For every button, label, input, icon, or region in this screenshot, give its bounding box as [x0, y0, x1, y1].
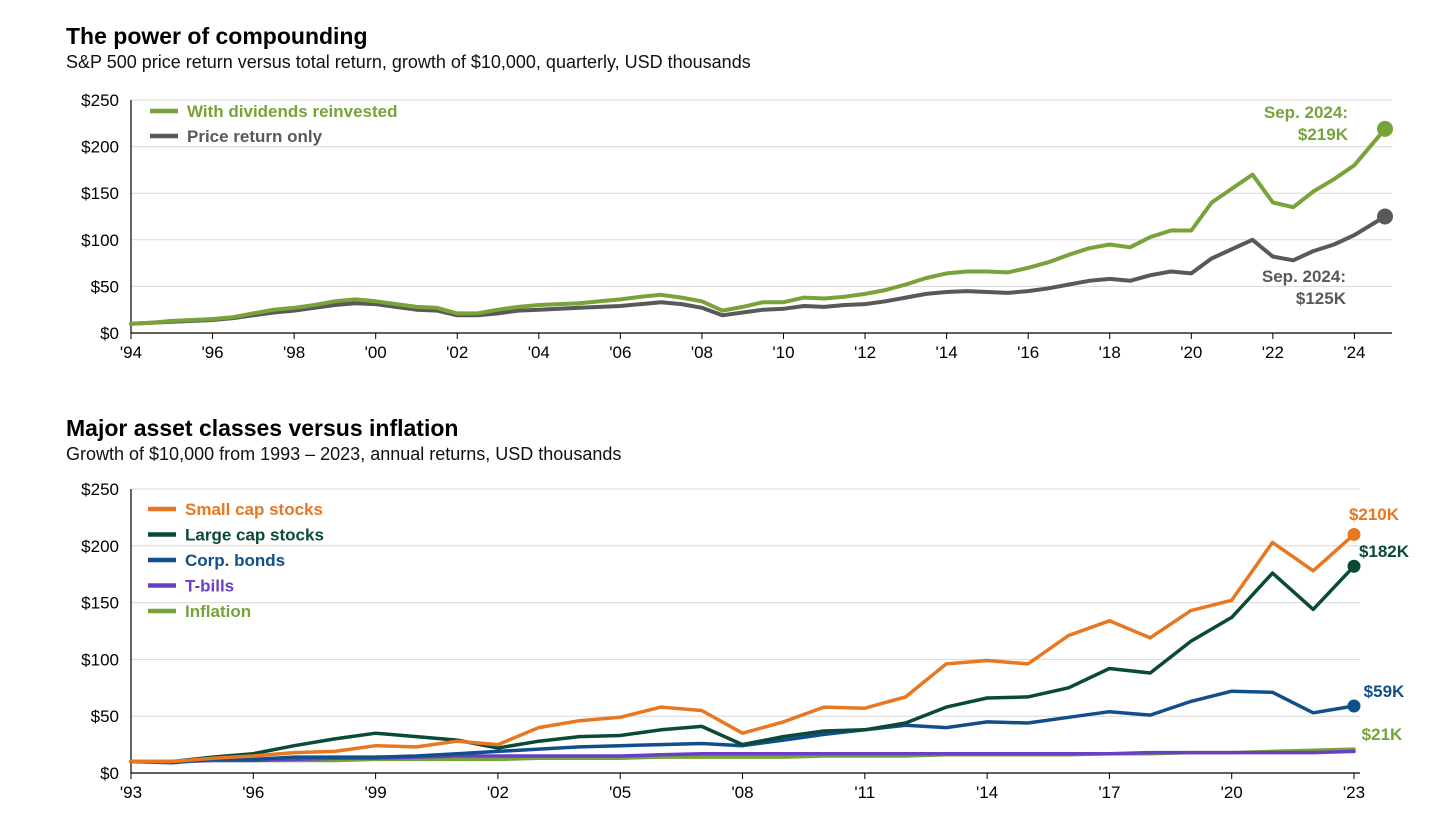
annotation-price-return-date: Sep. 2024: — [1262, 267, 1346, 286]
x-tick-label: '02 — [446, 343, 468, 362]
x-tick-label: '96 — [201, 343, 223, 362]
x-tick-label: '04 — [528, 343, 550, 362]
legend-label: T-bills — [185, 577, 234, 596]
annotation-large-cap-value: $182K — [1359, 542, 1410, 561]
x-tick-label: '98 — [283, 343, 305, 362]
end-point-marker — [1347, 527, 1361, 541]
y-tick-label: $150 — [81, 184, 119, 203]
legend-label: Large cap stocks — [185, 526, 324, 545]
y-tick-label: $50 — [91, 707, 119, 726]
legend-label: Inflation — [185, 602, 251, 621]
x-tick-label: '96 — [242, 783, 264, 802]
series-line-small-cap-stocks — [129, 532, 1356, 764]
x-tick-label: '94 — [120, 343, 142, 362]
annotation-price-return-value: $125K — [1296, 289, 1347, 308]
annotation-inflation-value: $21K — [1362, 725, 1403, 744]
x-tick-label: '18 — [1099, 343, 1121, 362]
end-point-marker — [1377, 208, 1393, 225]
x-tick-label: '02 — [487, 783, 509, 802]
x-tick-label: '93 — [120, 783, 142, 802]
x-tick-label: '12 — [854, 343, 876, 362]
x-tick-label: '14 — [976, 783, 998, 802]
legend-label: Small cap stocks — [185, 500, 323, 519]
y-tick-label: $250 — [81, 91, 119, 110]
y-tick-label: $0 — [100, 324, 119, 343]
y-tick-label: $200 — [81, 537, 119, 556]
end-point-marker — [1347, 699, 1361, 713]
x-tick-label: '05 — [609, 783, 631, 802]
y-tick-label: $0 — [100, 764, 119, 783]
x-tick-label: '20 — [1221, 783, 1243, 802]
y-tick-label: $250 — [81, 480, 119, 499]
y-tick-label: $150 — [81, 594, 119, 613]
annotation-total-return-date: Sep. 2024: — [1264, 103, 1348, 122]
end-point-marker — [1347, 559, 1361, 573]
annotation-small-cap-value: $210K — [1349, 505, 1400, 524]
x-tick-label: '08 — [731, 783, 753, 802]
series-line-large-cap-stocks — [129, 564, 1356, 764]
y-tick-label: $100 — [81, 650, 119, 669]
x-tick-label: '06 — [609, 343, 631, 362]
x-tick-label: '14 — [936, 343, 958, 362]
x-tick-label: '99 — [365, 783, 387, 802]
x-tick-label: '22 — [1262, 343, 1284, 362]
series-line-with-dividends-reinvested — [129, 126, 1387, 326]
chart-subtitle: Growth of $10,000 from 1993 – 2023, annu… — [66, 444, 622, 464]
x-tick-label: '10 — [772, 343, 794, 362]
x-tick-label: '20 — [1180, 343, 1202, 362]
x-tick-label: '00 — [365, 343, 387, 362]
x-tick-label: '16 — [1017, 343, 1039, 362]
y-tick-label: $50 — [91, 277, 119, 296]
x-tick-label: '11 — [854, 783, 875, 802]
annotation-total-return-value: $219K — [1298, 125, 1349, 144]
x-tick-label: '17 — [1098, 783, 1120, 802]
chart-title: The power of compounding — [66, 23, 368, 49]
x-tick-label: '23 — [1343, 783, 1365, 802]
y-tick-label: $100 — [81, 231, 119, 250]
y-tick-label: $200 — [81, 138, 119, 157]
x-tick-label: '24 — [1343, 343, 1365, 362]
chart-subtitle: S&P 500 price return versus total return… — [66, 52, 751, 72]
end-point-marker — [1377, 120, 1393, 137]
legend-label: Corp. bonds — [185, 551, 285, 570]
series-line-price-return-only — [129, 214, 1387, 326]
legend-label: With dividends reinvested — [187, 102, 398, 121]
legend-label: Price return only — [187, 127, 323, 146]
annotation-corp-bonds-value: $59K — [1364, 682, 1405, 701]
x-tick-label: '08 — [691, 343, 713, 362]
chart-title: Major asset classes versus inflation — [66, 415, 459, 441]
